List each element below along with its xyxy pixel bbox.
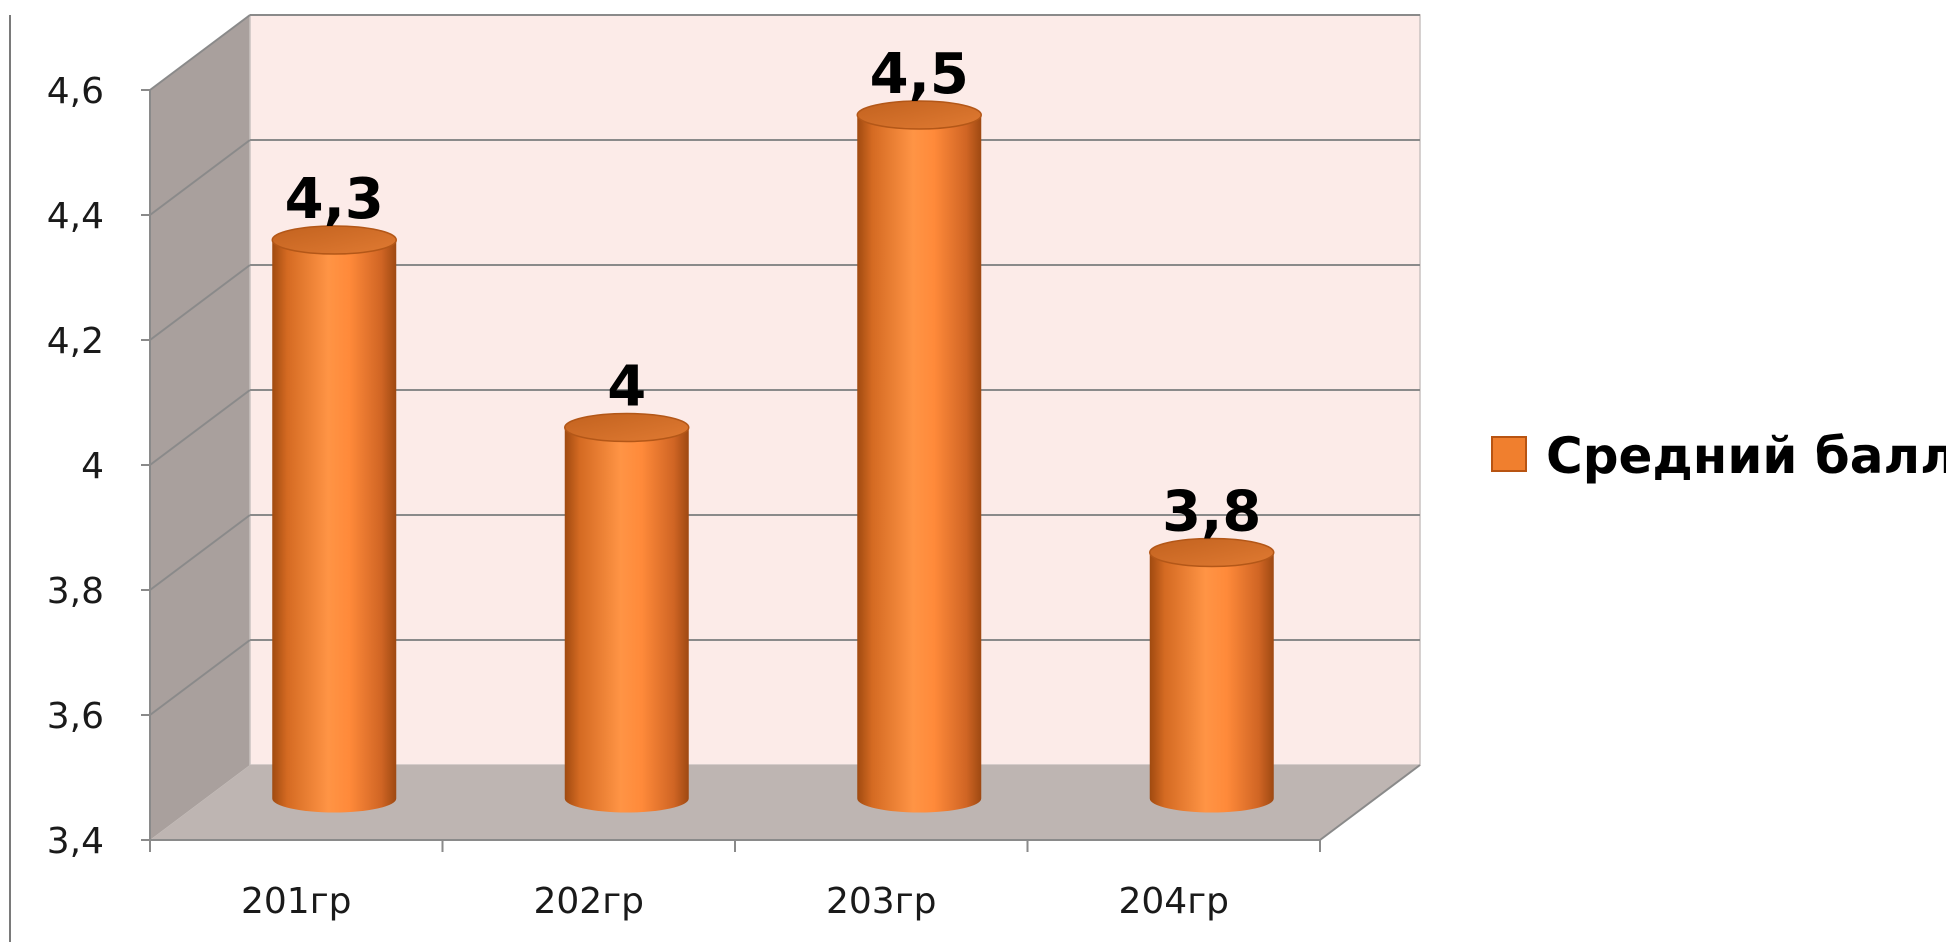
y-tick-label: 3,8 — [47, 571, 104, 612]
gridline-side — [149, 514, 251, 591]
gridline-side — [149, 389, 251, 466]
data-label: 3,8 — [1162, 480, 1261, 545]
data-label: 4,3 — [285, 167, 384, 232]
bar — [856, 100, 982, 813]
legend-label: Средний балл — [1546, 427, 1946, 485]
x-tick-label: 204гр — [1119, 881, 1229, 922]
floor — [150, 765, 1420, 840]
gridline-side — [149, 639, 251, 716]
bar — [1149, 537, 1275, 813]
y-tick-label: 3,6 — [47, 696, 104, 737]
legend-swatch — [1491, 436, 1527, 472]
data-label: 4,5 — [870, 42, 969, 107]
y-tick-label: 4 — [81, 446, 104, 487]
y-tick-label: 4,2 — [47, 321, 104, 362]
bar — [271, 225, 397, 813]
bar — [564, 412, 690, 813]
y-tick-label: 3,4 — [47, 821, 104, 862]
x-tick-label: 203гр — [826, 881, 936, 922]
gridline-side — [149, 139, 251, 216]
gridline-side — [149, 14, 251, 91]
gridline-side — [149, 264, 251, 341]
floor-front-edge — [1319, 764, 1421, 841]
y-tick-label: 4,4 — [47, 196, 104, 237]
x-tick-label: 201гр — [241, 881, 351, 922]
y-tick-label: 4,6 — [47, 71, 104, 112]
x-tick-label: 202гр — [534, 881, 644, 922]
data-label: 4 — [607, 355, 646, 420]
